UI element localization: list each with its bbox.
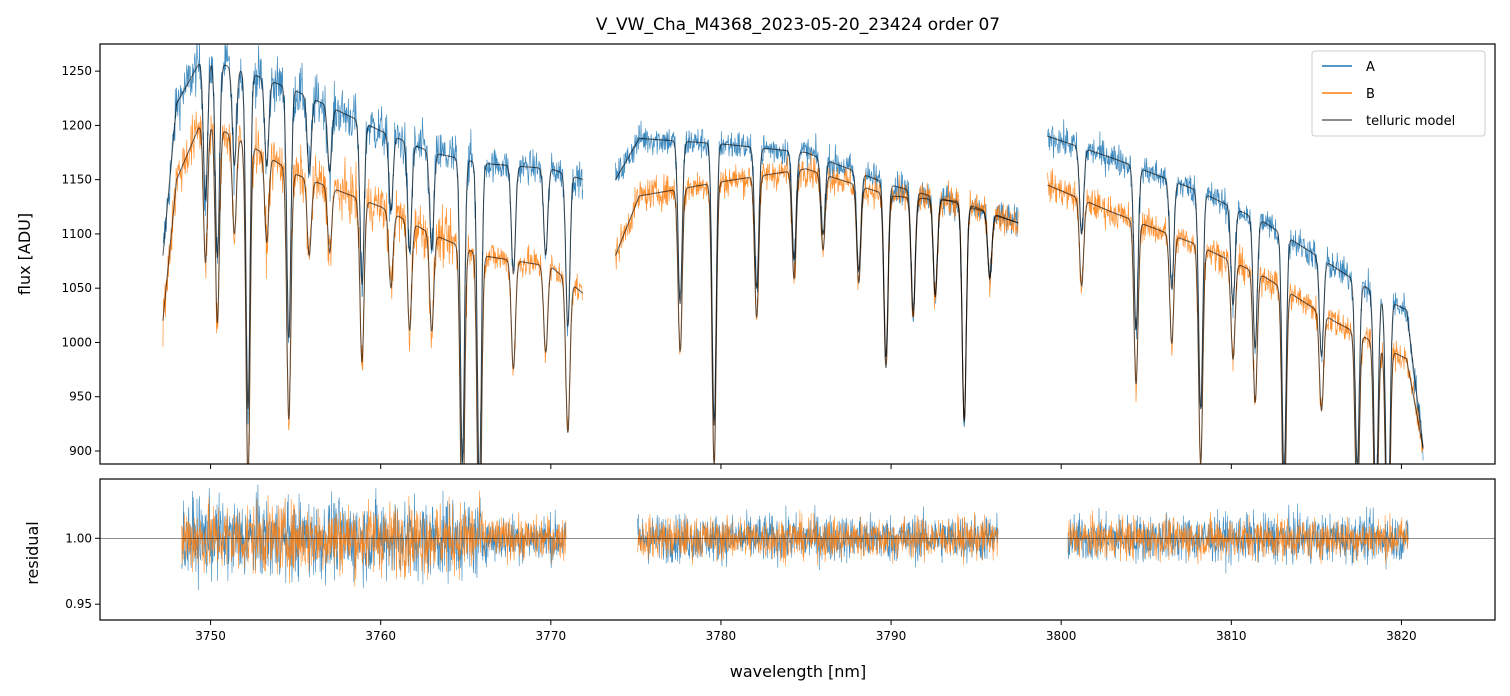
flux-y-tick-label: 950 bbox=[69, 390, 92, 404]
residual-b-line bbox=[181, 490, 1409, 587]
x-tick-label: 3790 bbox=[876, 629, 907, 643]
flux-y-tick-label: 1200 bbox=[61, 118, 92, 132]
x-tick-label: 3810 bbox=[1216, 629, 1247, 643]
flux-y-axis-label: flux [ADU] bbox=[15, 213, 34, 295]
flux-y-tick-label: 1050 bbox=[61, 281, 92, 295]
flux-y-tick-label: 1150 bbox=[61, 173, 92, 187]
legend-label-a: A bbox=[1366, 60, 1375, 75]
x-tick-label: 3820 bbox=[1386, 629, 1417, 643]
legend-label-b: B bbox=[1366, 87, 1375, 102]
legend-label-telluric: telluric model bbox=[1366, 114, 1455, 129]
x-tick-label: 3760 bbox=[365, 629, 396, 643]
flux-panel-frame bbox=[99, 43, 1496, 465]
telluric-model-b-line bbox=[162, 127, 1424, 464]
residual-y-tick-label: 1.00 bbox=[65, 531, 92, 545]
chart-title: V_VW_Cha_M4368_2023-05-20_23424 order 07 bbox=[596, 15, 1000, 35]
flux-y-tick-label: 1100 bbox=[61, 227, 92, 241]
x-tick-label: 3800 bbox=[1046, 629, 1077, 643]
residual-y-axis-label: residual bbox=[23, 521, 42, 584]
residual-y-ticks: 0.95 1.00 bbox=[65, 531, 100, 611]
flux-y-tick-label: 1250 bbox=[61, 64, 92, 78]
x-tick-label: 3750 bbox=[195, 629, 226, 643]
flux-x-ticks bbox=[210, 464, 1402, 469]
flux-y-tick-label: 1000 bbox=[61, 335, 92, 349]
x-tick-label: 3770 bbox=[536, 629, 567, 643]
flux-series-group bbox=[162, 44, 1424, 464]
legend-box bbox=[1311, 50, 1486, 137]
x-tick-label: 3780 bbox=[706, 629, 737, 643]
flux-y-tick-label: 900 bbox=[69, 444, 92, 458]
residual-x-ticks: 3750 3760 3770 3780 3790 3800 3810 3820 bbox=[195, 620, 1417, 643]
legend: A B telluric model bbox=[1311, 50, 1486, 137]
residual-panel-frame bbox=[99, 478, 1496, 621]
telluric-model-a-line bbox=[162, 63, 1424, 464]
x-axis-label: wavelength [nm] bbox=[730, 662, 867, 681]
flux-panel: 900 950 1000 1050 1100 1150 1200 1250 flux [ADU… bbox=[15, 43, 1496, 469]
residual-panel: 0.95 1.00 3750 3760 3770 3780 3790 3800 3810 382… bbox=[23, 478, 1496, 681]
flux-y-ticks: 900 950 1000 1050 1100 1150 1200 1250 bbox=[61, 64, 100, 458]
residual-series-group bbox=[100, 484, 1495, 591]
residual-y-tick-label: 0.95 bbox=[65, 597, 92, 611]
